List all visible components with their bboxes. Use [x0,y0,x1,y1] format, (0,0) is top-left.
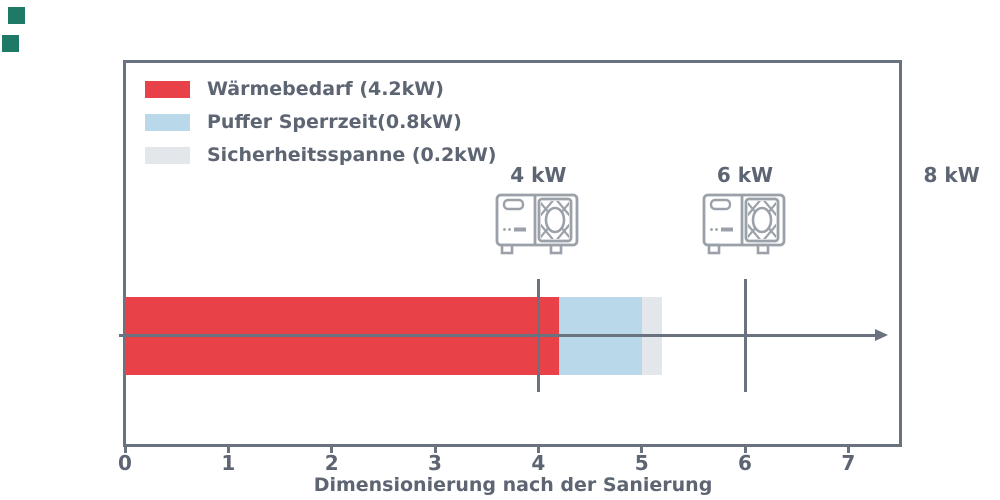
x-axis-tick [536,444,540,453]
corner-marker-square [2,35,19,52]
legend-swatch-red [145,80,190,98]
x-axis-tick [226,444,230,453]
heat-pump-icon [701,192,789,260]
capacity-label: 8 kW [923,163,980,187]
capacity-label: 4 kW [510,163,567,187]
x-axis-title: Dimensionierung nach der Sanierung [313,474,713,496]
x-axis-tick [433,444,437,453]
plot-frame [123,60,902,447]
legend-swatch-blue [145,113,190,131]
corner-marker-square [8,7,25,24]
legend-item-waermebedarf: Wärmebedarf (4.2kW) [145,78,444,100]
x-axis-tick-label: 4 [531,451,546,475]
legend-label: Sicherheitsspanne (0.2kW) [207,144,497,166]
heat-pump-icon [494,192,582,260]
x-axis-tick-label: 2 [324,451,339,475]
legend-label: Puffer Sperrzeit(0.8kW) [207,111,462,133]
x-axis-tick-label: 7 [841,451,856,475]
bar-axis-arrow-line [119,334,876,337]
legend-item-sicherheitsspanne: Sicherheitsspanne (0.2kW) [145,144,496,166]
x-axis-tick [743,444,747,453]
x-axis-tick-label: 1 [221,451,236,475]
x-axis-tick [330,444,334,453]
x-axis-tick-label: 0 [118,451,132,475]
bar-axis-arrow-head [875,329,888,341]
x-axis-tick-label: 5 [634,451,649,475]
x-axis-tick-label: 6 [738,451,752,475]
x-axis-tick-label: 3 [428,451,442,475]
capacity-label: 6 kW [716,163,774,187]
x-axis-tick [123,444,127,453]
legend-swatch-gray [145,146,190,164]
legend-item-puffer-sperrzeit: Puffer Sperrzeit(0.8kW) [145,111,462,133]
x-axis-tick [640,444,644,453]
legend-label: Wärmebedarf (4.2kW) [207,78,444,100]
x-axis-tick [846,444,850,453]
